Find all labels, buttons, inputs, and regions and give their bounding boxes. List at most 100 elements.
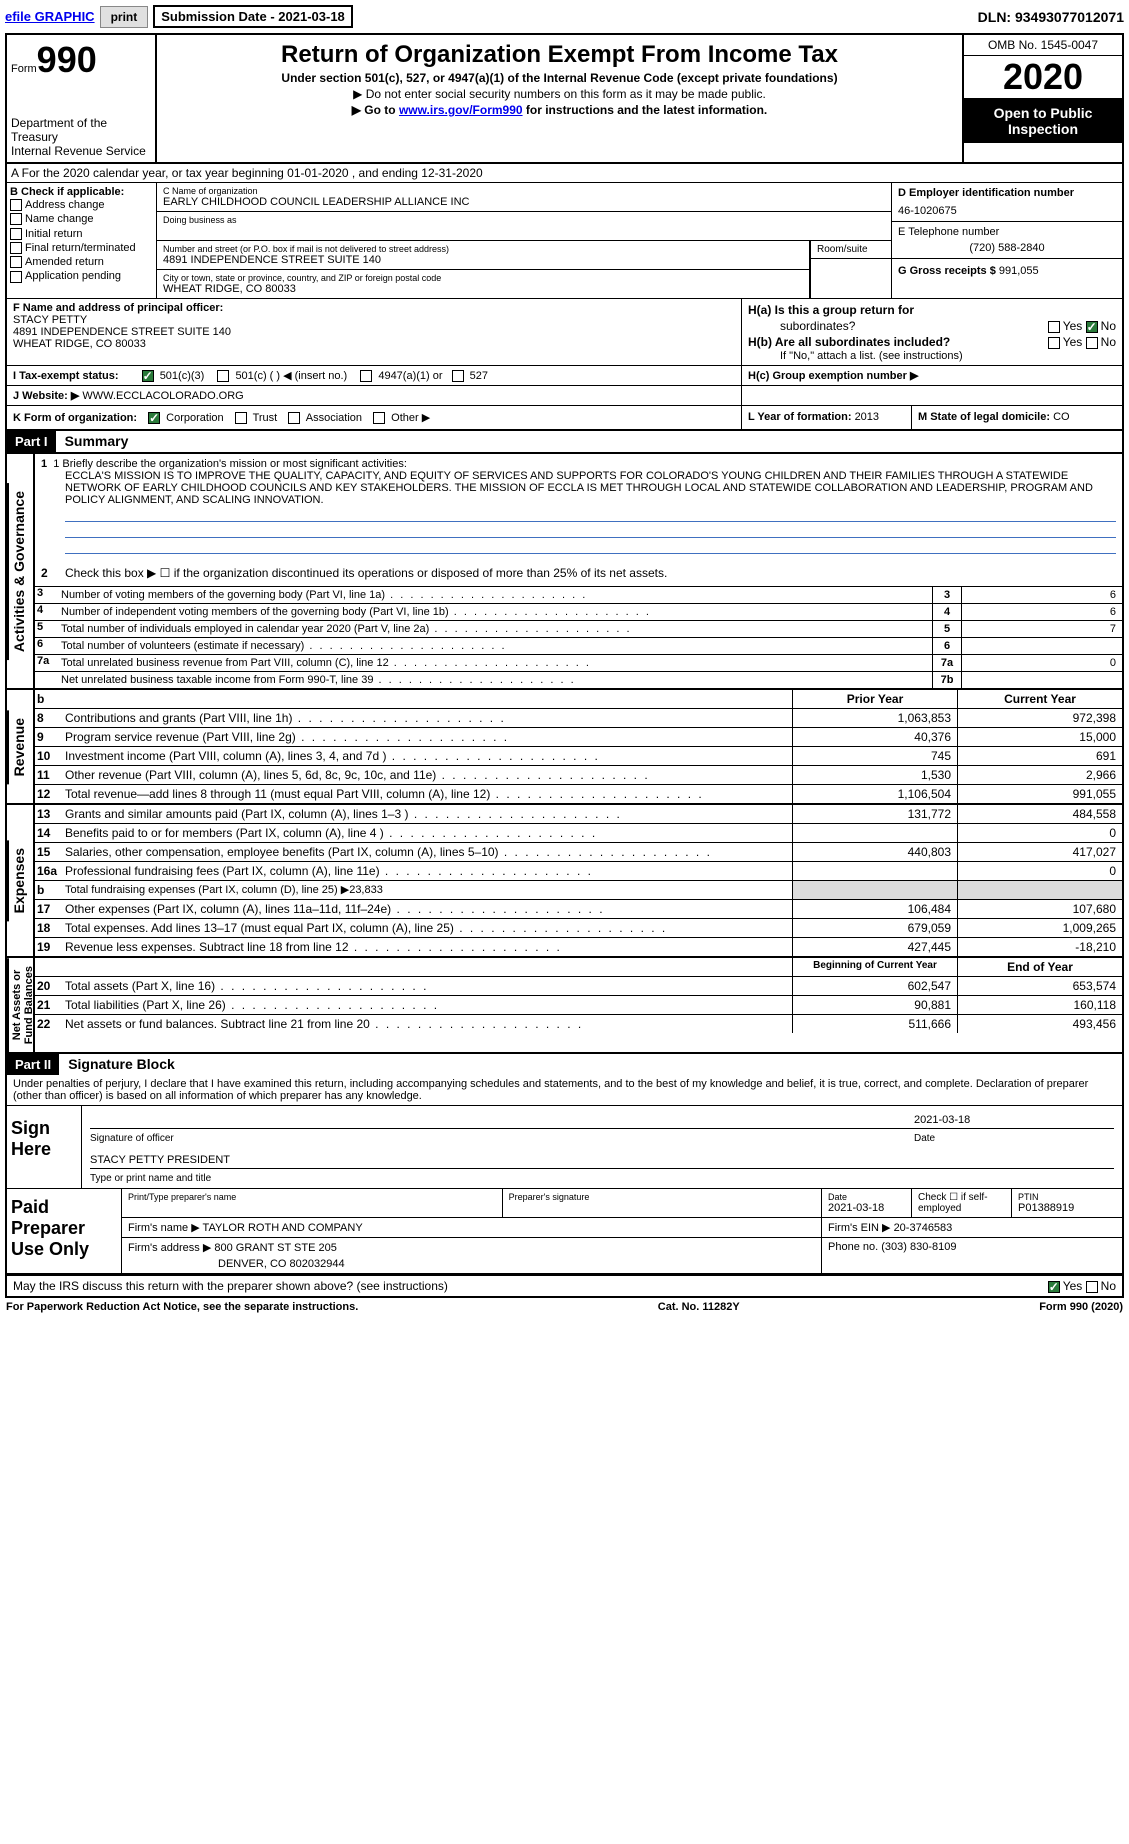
part-2-badge: Part II [7, 1054, 59, 1075]
row-hc: H(c) Group exemption number ▶ [742, 366, 1122, 385]
ha-no[interactable] [1086, 321, 1098, 333]
cb-527[interactable] [452, 370, 464, 382]
summary-line: 3 Number of voting members of the govern… [35, 586, 1122, 603]
ha-yes[interactable] [1048, 321, 1060, 333]
hb-no[interactable] [1086, 337, 1098, 349]
efile-link[interactable]: efile GRAPHIC [5, 9, 95, 24]
footer-right: Form 990 (2020) [1039, 1301, 1123, 1313]
summary-line: 4 Number of independent voting members o… [35, 603, 1122, 620]
rule-line [65, 524, 1116, 538]
ptin-label: PTIN [1018, 1192, 1116, 1202]
revenue-row: 10 Investment income (Part VIII, column … [35, 746, 1122, 765]
year-formation: L Year of formation: 2013 [742, 406, 912, 429]
summary-line: Net unrelated business taxable income fr… [35, 671, 1122, 688]
line-1: 1 1 Briefly describe the organization's … [35, 454, 1122, 560]
form-word: Form [11, 63, 37, 75]
form-id-box: Form990 Department of the Treasury Inter… [7, 35, 157, 162]
discuss-yes[interactable] [1048, 1281, 1060, 1293]
cb-association[interactable] [288, 412, 300, 424]
cb-initial-return[interactable]: Initial return [10, 227, 153, 241]
cb-other[interactable] [373, 412, 385, 424]
title-row: Form990 Department of the Treasury Inter… [7, 35, 1122, 164]
dln: DLN: 93493077012071 [978, 9, 1124, 25]
cb-4947[interactable] [360, 370, 372, 382]
firm-name: TAYLOR ROTH AND COMPANY [203, 1222, 363, 1234]
sign-here-row: Sign Here 2021-03-18 Signature of office… [7, 1106, 1122, 1189]
org-name-label: C Name of organization [163, 186, 885, 196]
cb-address-change[interactable]: Address change [10, 198, 153, 212]
cb-amended-return[interactable]: Amended return [10, 255, 153, 269]
row-i: I Tax-exempt status: 501(c)(3) 501(c) ( … [7, 366, 742, 385]
cb-final-return[interactable]: Final return/terminated [10, 241, 153, 255]
expense-row: b Total fundraising expenses (Part IX, c… [35, 880, 1122, 899]
discuss-no[interactable] [1086, 1281, 1098, 1293]
link-prefix: ▶ Go to [352, 103, 399, 117]
part-2-title: Signature Block [68, 1056, 175, 1072]
receipts-section: G Gross receipts $ 991,055 [892, 259, 1122, 283]
form-of-org: K Form of organization: Corporation Trus… [7, 406, 742, 429]
cb-corporation[interactable] [148, 412, 160, 424]
line-2-text: Check this box ▶ ☐ if the organization d… [65, 566, 1118, 580]
self-employed-check[interactable]: Check ☐ if self-employed [912, 1189, 1012, 1217]
form-number: 990 [37, 39, 97, 80]
dln-label: DLN: [978, 9, 1015, 25]
vtab-activities: Activities & Governance [7, 483, 29, 660]
irs-link[interactable]: www.irs.gov/Form990 [399, 103, 523, 117]
signature-declaration: Under penalties of perjury, I declare th… [7, 1075, 1122, 1106]
street-label: Number and street (or P.O. box if mail i… [163, 244, 803, 254]
row-k: K Form of organization: Corporation Trus… [7, 406, 1122, 431]
cb-name-change[interactable]: Name change [10, 212, 153, 226]
m-value: CO [1053, 411, 1070, 423]
summary-line: 6 Total number of volunteers (estimate i… [35, 637, 1122, 654]
print-button[interactable]: print [100, 6, 149, 28]
l-label: L Year of formation: [748, 411, 855, 423]
box-c: C Name of organization EARLY CHILDHOOD C… [157, 183, 892, 298]
open-to-public: Open to Public Inspection [964, 99, 1122, 143]
expense-row: 16a Professional fundraising fees (Part … [35, 861, 1122, 880]
firm-name-label: Firm's name ▶ [128, 1222, 203, 1234]
netassets-row: 22 Net assets or fund balances. Subtract… [35, 1014, 1122, 1033]
revenue-row: 8 Contributions and grants (Part VIII, l… [35, 708, 1122, 727]
rev-b: b [35, 690, 61, 708]
vtab-expenses: Expenses [7, 840, 29, 921]
officer-addr2: WHEAT RIDGE, CO 80033 [13, 338, 735, 350]
prep-date: 2021-03-18 [828, 1202, 905, 1214]
footer: For Paperwork Reduction Act Notice, see … [0, 1298, 1129, 1316]
prior-year-header: Prior Year [792, 690, 957, 708]
part-1-title: Summary [65, 433, 129, 449]
dba-row: Doing business as [157, 212, 891, 241]
revenue-row: 11 Other revenue (Part VIII, column (A),… [35, 765, 1122, 784]
may-discuss-row: May the IRS discuss this return with the… [7, 1275, 1122, 1296]
expense-row: 19 Revenue less expenses. Subtract line … [35, 937, 1122, 956]
cb-501c[interactable] [217, 370, 229, 382]
footer-mid: Cat. No. 11282Y [658, 1301, 740, 1313]
sign-date-label: Date [914, 1133, 1114, 1144]
title-link-row: ▶ Go to www.irs.gov/Form990 for instruct… [169, 103, 950, 117]
hb-label: H(b) Are all subordinates included? [748, 335, 950, 349]
expense-row: 17 Other expenses (Part IX, column (A), … [35, 899, 1122, 918]
summary-line: 5 Total number of individuals employed i… [35, 620, 1122, 637]
may-discuss-text: May the IRS discuss this return with the… [13, 1279, 448, 1293]
vtab-revenue: Revenue [7, 710, 29, 784]
sign-here-label: Sign Here [7, 1106, 82, 1188]
sign-date: 2021-03-18 [914, 1114, 1114, 1126]
box-f: F Name and address of principal officer:… [7, 299, 742, 365]
ein-label: D Employer identification number [898, 187, 1074, 199]
cb-trust[interactable] [235, 412, 247, 424]
open-line2: Inspection [968, 121, 1118, 137]
expense-row: 15 Salaries, other compensation, employe… [35, 842, 1122, 861]
sig-officer-label: Signature of officer [90, 1133, 914, 1144]
preparer-name-label: Print/Type preparer's name [128, 1192, 496, 1202]
street-row: Number and street (or P.O. box if mail i… [157, 241, 809, 270]
addr-row: Number and street (or P.O. box if mail i… [157, 241, 891, 298]
cb-501c3[interactable] [142, 370, 154, 382]
firm-phone: (303) 830-8109 [881, 1241, 956, 1253]
expense-row: 13 Grants and similar amounts paid (Part… [35, 805, 1122, 823]
hb-yes[interactable] [1048, 337, 1060, 349]
cb-app-pending[interactable]: Application pending [10, 269, 153, 283]
irs-label: Internal Revenue Service [11, 144, 151, 158]
officer-name-label: Type or print name and title [90, 1173, 1114, 1184]
title-main: Return of Organization Exempt From Incom… [169, 41, 950, 69]
activities-governance-section: Activities & Governance 1 1 Briefly desc… [7, 452, 1122, 688]
firm-addr-label: Firm's address ▶ [128, 1242, 214, 1254]
